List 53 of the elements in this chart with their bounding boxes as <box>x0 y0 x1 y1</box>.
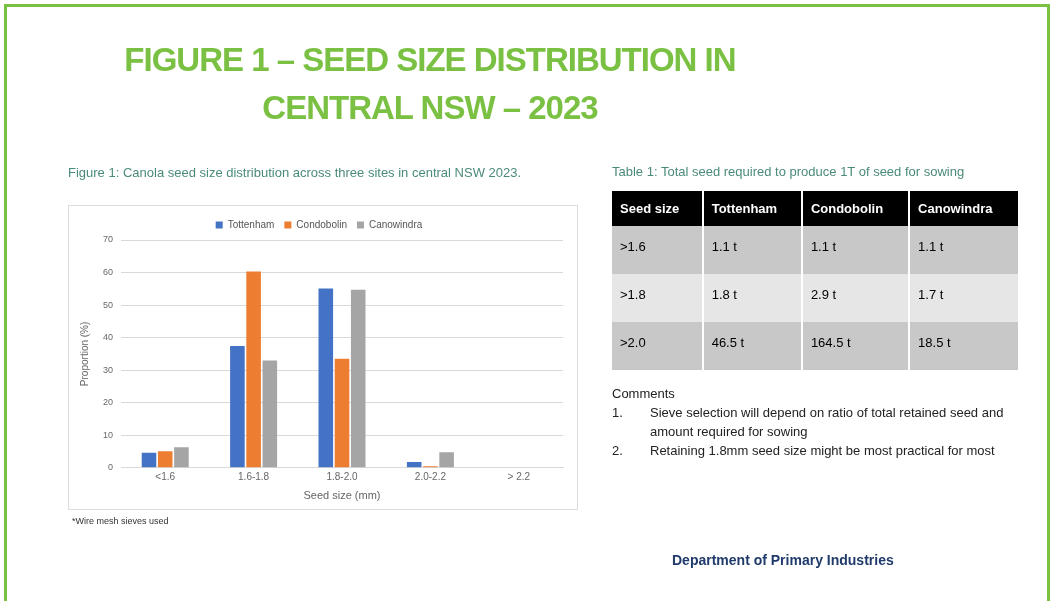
text: 164.5 t <box>810 335 851 350</box>
bar <box>439 452 454 468</box>
text: 2. Retaining 1.8mm seed size might be most practical for most <box>612 443 995 458</box>
legend-label: Tottenham <box>227 218 275 230</box>
text: 1.7 t <box>918 287 944 302</box>
x-axis-title: Seed size (mm) <box>303 489 381 502</box>
text: Comments <box>612 385 676 403</box>
bar <box>141 452 157 468</box>
legend-label: Canowindra <box>368 218 423 230</box>
text: 1.1 t <box>918 239 944 254</box>
bar <box>230 346 245 468</box>
y-tick-label: 40 <box>103 332 114 343</box>
y-axis-title: Proportion (%) <box>78 321 90 387</box>
y-tick-label: 30 <box>103 364 114 375</box>
bar <box>262 360 278 468</box>
x-tick-label: 1.6-1.8 <box>238 470 270 482</box>
text: 2.9 t <box>810 287 837 302</box>
legend-label: Condobolin <box>296 218 347 230</box>
bar <box>334 358 350 468</box>
text: 46.5 t <box>711 335 745 350</box>
text: 1.1 t <box>711 239 737 254</box>
category-label: >1.8 <box>620 287 646 302</box>
x-tick-label: <1.6 <box>155 470 176 482</box>
text: 1. Sieve selection will depend on ratio of total retained seed and amount required for sowing <box>612 405 1004 439</box>
text: *Wire mesh sieves used <box>72 516 169 526</box>
y-tick-label: 20 <box>103 397 114 408</box>
text: Table 1: Total seed required to produce 1T of seed for sowing <box>612 163 966 181</box>
category-label: >2.0 <box>620 335 646 350</box>
category-label: Condobolin <box>801 191 910 226</box>
bar <box>157 451 173 468</box>
text: 1.1 t <box>810 239 837 254</box>
x-tick-label: > 2.2 <box>507 470 531 482</box>
text: 1.8 t <box>711 287 737 302</box>
text: 18.5 t <box>918 335 951 350</box>
chart-subtitle: Figure 1: Canola seed size distribution across three sites in central NSW 2023. <box>68 164 523 182</box>
category-label: Tottenham <box>702 191 802 226</box>
y-tick-label: 60 <box>103 267 114 278</box>
x-tick-label: 2.0-2.2 <box>414 470 447 482</box>
bar <box>406 461 422 468</box>
y-tick-label: 0 <box>108 462 114 473</box>
bar <box>318 288 334 468</box>
category-label: Canowindra <box>909 191 1019 226</box>
x-tick-label: 1.8-2.0 <box>326 470 359 482</box>
y-tick-label: 10 <box>103 429 114 440</box>
bar <box>246 271 261 468</box>
y-tick-label: 50 <box>103 299 114 310</box>
category-label: Seed size <box>612 191 703 226</box>
category-label: >1.6 <box>620 239 646 254</box>
y-tick-label: 70 <box>103 234 114 245</box>
bar <box>174 447 189 468</box>
bar <box>350 289 366 468</box>
chart-title: FIGURE 1 – SEED SIZE DISTRIBUTION IN CENTRAL NSW – 2023 <box>123 40 737 128</box>
text: Department of Primary Industries <box>672 552 894 568</box>
